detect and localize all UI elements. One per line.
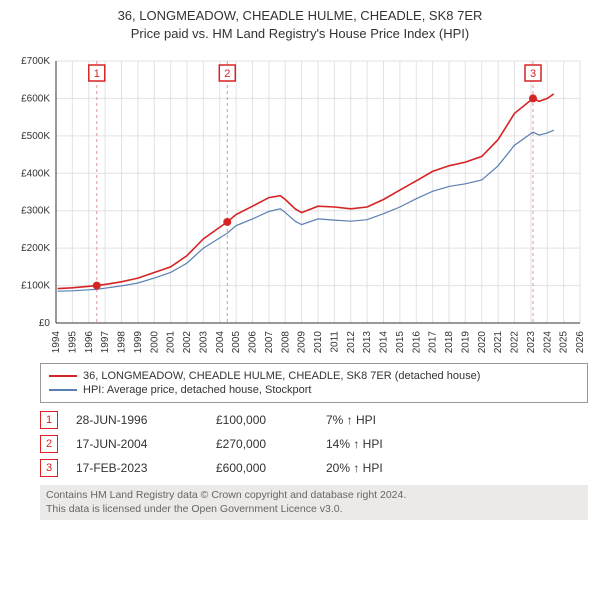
legend-swatch-icon: [49, 389, 77, 391]
svg-text:1995: 1995: [67, 331, 78, 353]
svg-text:2017: 2017: [428, 331, 439, 353]
svg-text:2008: 2008: [280, 331, 291, 353]
svg-text:1996: 1996: [84, 331, 95, 353]
footer-line: This data is licensed under the Open Gov…: [46, 503, 582, 517]
event-row: 2 17-JUN-2004 £270,000 14% ↑ HPI: [40, 435, 588, 453]
event-row: 1 28-JUN-1996 £100,000 7% ↑ HPI: [40, 411, 588, 429]
legend-label: 36, LONGMEADOW, CHEADLE HULME, CHEADLE, …: [83, 370, 480, 382]
svg-text:2023: 2023: [526, 331, 537, 353]
chart-legend: 36, LONGMEADOW, CHEADLE HULME, CHEADLE, …: [40, 363, 588, 403]
svg-text:2015: 2015: [395, 331, 406, 353]
svg-text:2022: 2022: [510, 331, 521, 353]
event-date: 17-FEB-2023: [76, 461, 216, 475]
svg-text:2002: 2002: [182, 331, 193, 353]
event-price: £100,000: [216, 413, 326, 427]
svg-text:2018: 2018: [444, 331, 455, 353]
svg-text:2005: 2005: [231, 331, 242, 353]
svg-text:2003: 2003: [198, 331, 209, 353]
event-price: £600,000: [216, 461, 326, 475]
event-badge-icon: 1: [40, 411, 58, 429]
event-price: £270,000: [216, 437, 326, 451]
event-pct: 14% ↑ HPI: [326, 437, 416, 451]
svg-text:£700K: £700K: [21, 56, 50, 67]
svg-text:2011: 2011: [329, 331, 340, 353]
svg-text:2016: 2016: [411, 331, 422, 353]
title-address: 36, LONGMEADOW, CHEADLE HULME, CHEADLE, …: [0, 8, 600, 23]
event-date: 17-JUN-2004: [76, 437, 216, 451]
svg-text:2001: 2001: [166, 331, 177, 353]
legend-row: HPI: Average price, detached house, Stoc…: [49, 384, 579, 396]
svg-text:2013: 2013: [362, 331, 373, 353]
svg-text:2004: 2004: [215, 331, 226, 353]
svg-text:2026: 2026: [575, 331, 586, 353]
event-pct: 20% ↑ HPI: [326, 461, 416, 475]
svg-text:2006: 2006: [248, 331, 259, 353]
svg-text:2025: 2025: [559, 331, 570, 353]
svg-text:2020: 2020: [477, 331, 488, 353]
svg-text:2007: 2007: [264, 331, 275, 353]
events-table: 1 28-JUN-1996 £100,000 7% ↑ HPI 2 17-JUN…: [40, 411, 588, 477]
svg-text:2: 2: [224, 68, 230, 80]
svg-text:£0: £0: [39, 318, 51, 329]
svg-text:1997: 1997: [100, 331, 111, 353]
event-badge-icon: 2: [40, 435, 58, 453]
svg-text:1994: 1994: [51, 331, 62, 353]
svg-text:2021: 2021: [493, 331, 504, 353]
svg-text:1999: 1999: [133, 331, 144, 353]
svg-text:3: 3: [530, 68, 536, 80]
event-badge-icon: 3: [40, 459, 58, 477]
svg-text:1998: 1998: [117, 331, 128, 353]
chart-titles: 36, LONGMEADOW, CHEADLE HULME, CHEADLE, …: [0, 0, 600, 41]
svg-text:1: 1: [94, 68, 100, 80]
price-chart: £0 £100K £200K £300K £400K £500K £600K £700K 199…: [12, 53, 588, 353]
svg-text:2014: 2014: [379, 331, 390, 353]
svg-text:£100K: £100K: [21, 281, 50, 292]
event-date: 28-JUN-1996: [76, 413, 216, 427]
footer-attribution: Contains HM Land Registry data © Crown c…: [40, 485, 588, 520]
svg-text:£300K: £300K: [21, 206, 50, 217]
svg-text:£400K: £400K: [21, 168, 50, 179]
footer-line: Contains HM Land Registry data © Crown c…: [46, 489, 582, 503]
svg-text:2019: 2019: [460, 331, 471, 353]
svg-text:2024: 2024: [542, 331, 553, 353]
svg-text:2012: 2012: [346, 331, 357, 353]
svg-text:£500K: £500K: [21, 131, 50, 142]
svg-text:2010: 2010: [313, 331, 324, 353]
legend-row: 36, LONGMEADOW, CHEADLE HULME, CHEADLE, …: [49, 370, 579, 382]
svg-text:2009: 2009: [297, 331, 308, 353]
legend-swatch-icon: [49, 375, 77, 377]
event-row: 3 17-FEB-2023 £600,000 20% ↑ HPI: [40, 459, 588, 477]
svg-text:£600K: £600K: [21, 93, 50, 104]
title-subtitle: Price paid vs. HM Land Registry's House …: [0, 26, 600, 41]
svg-text:£200K: £200K: [21, 243, 50, 254]
svg-text:2000: 2000: [149, 331, 160, 353]
legend-label: HPI: Average price, detached house, Stoc…: [83, 384, 312, 396]
event-pct: 7% ↑ HPI: [326, 413, 416, 427]
